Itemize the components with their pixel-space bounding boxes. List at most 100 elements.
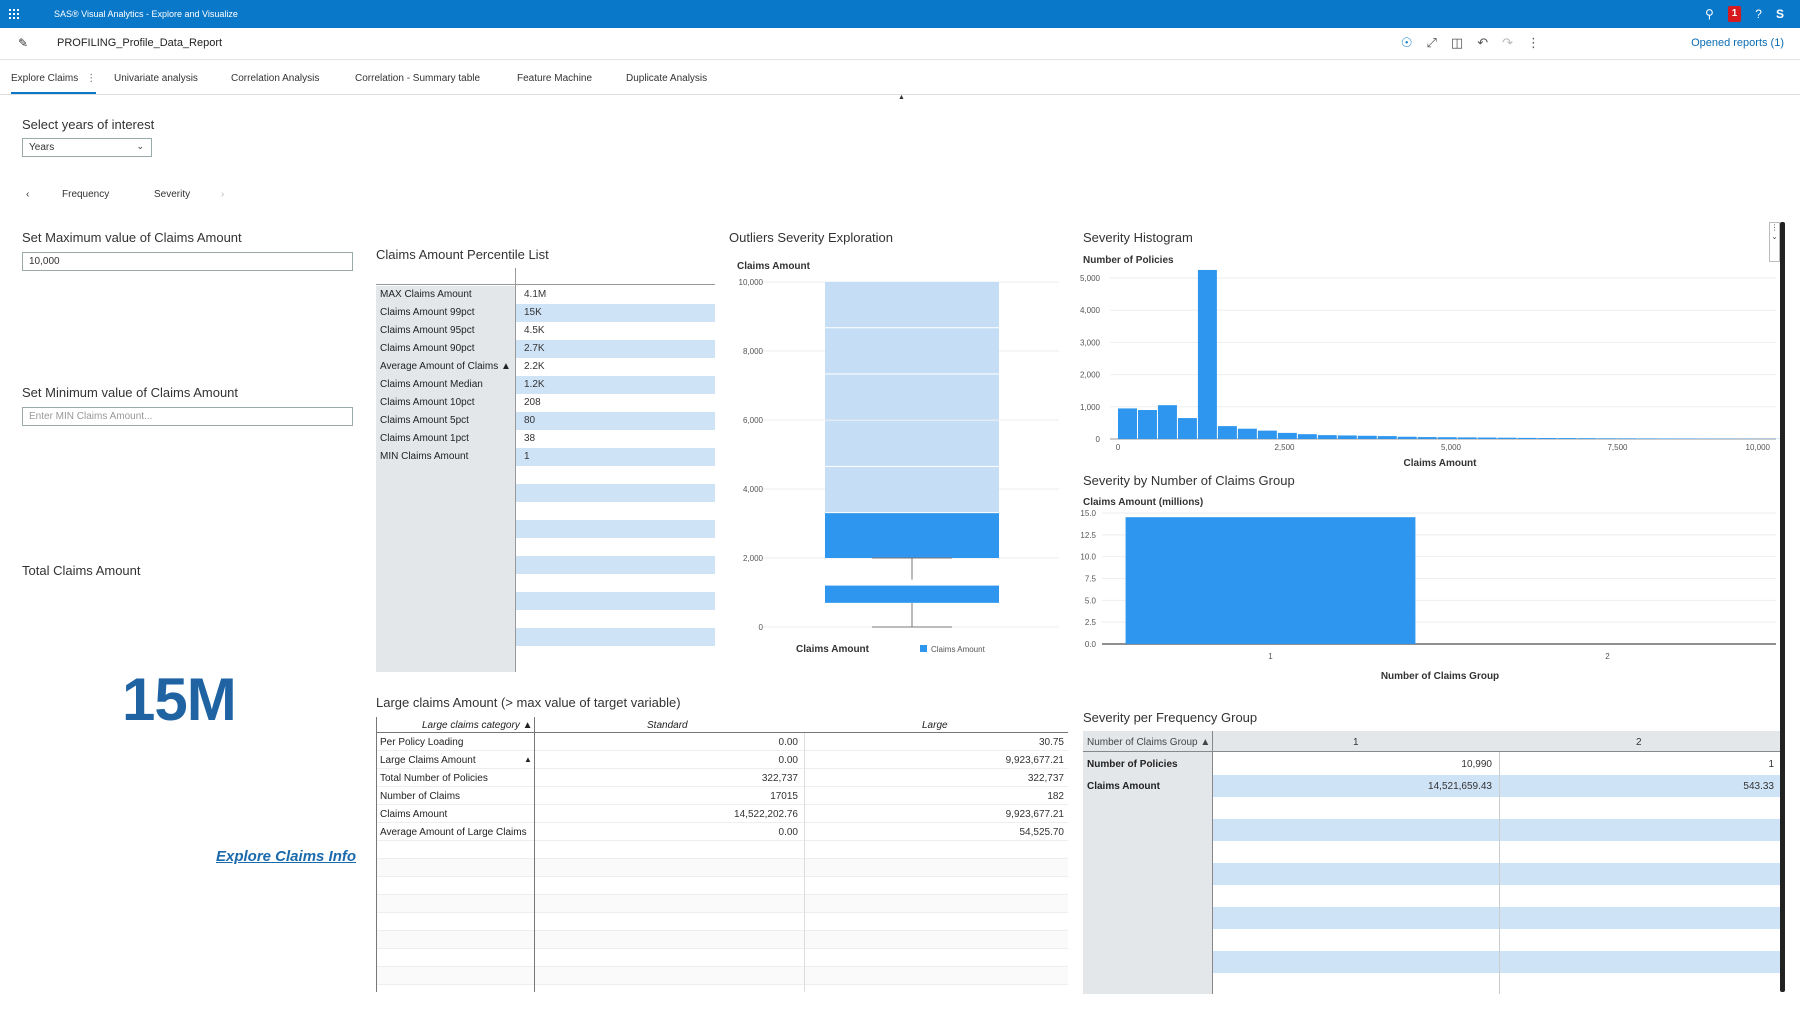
table-row: Claims Amount 10pct 208 xyxy=(376,394,715,412)
outlier-band xyxy=(825,282,999,328)
user-avatar[interactable]: S xyxy=(1775,7,1784,21)
table-row xyxy=(1212,819,1780,841)
standard-value: 14,522,202.76 xyxy=(734,809,798,820)
histogram-bar xyxy=(1477,437,1497,439)
row-label: Number of Policies xyxy=(1087,759,1178,770)
large-claims-category-header[interactable]: Large claims category ▲ xyxy=(422,720,533,731)
group-bar xyxy=(1125,517,1416,644)
help-icon[interactable]: ? xyxy=(1755,7,1762,21)
percentile-label: Claims Amount 10pct xyxy=(380,397,475,408)
standard-value: 0.00 xyxy=(778,737,798,748)
layout-icon[interactable]: ◫ xyxy=(1450,35,1464,50)
more-options-icon[interactable]: ⋮ xyxy=(1527,35,1540,50)
large-value: 322,737 xyxy=(1027,773,1064,784)
boxplot-title: Outliers Severity Exploration xyxy=(729,230,894,245)
table-row xyxy=(376,913,1068,931)
undo-icon[interactable]: ↶ xyxy=(1477,35,1489,50)
histogram-bar xyxy=(1617,438,1637,439)
y-tick-label: 4,000 xyxy=(743,485,764,494)
min-claims-input[interactable]: Enter MIN Claims Amount... xyxy=(22,407,353,426)
group-header[interactable]: Number of Claims Group ▲ xyxy=(1087,737,1211,748)
right-pane-toggle[interactable]: ⋮ ⌄ xyxy=(1769,222,1780,262)
histogram-bar xyxy=(1497,437,1517,439)
percentile-list-table: MAX Claims Amount 4.1M Claims Amount 99pct… xyxy=(376,268,715,672)
group-chart-ylabel: Claims Amount (millions) xyxy=(1083,497,1203,508)
explore-claims-info-link[interactable]: Explore Claims Info xyxy=(216,848,357,865)
search-icon[interactable]: ⚲ xyxy=(1704,7,1714,21)
y-tick-label: 1,000 xyxy=(1080,403,1101,412)
min-claims-label: Set Minimum value of Claims Amount xyxy=(22,385,239,400)
group-2-value: 543.33 xyxy=(1743,781,1774,792)
percentile-value: 4.5K xyxy=(524,325,545,336)
table-row xyxy=(1212,775,1780,797)
table-row: Claims Amount 5pct 80 xyxy=(376,412,715,430)
group-1-value: 10,990 xyxy=(1461,759,1492,770)
standard-value: 322,737 xyxy=(761,773,798,784)
nav-next-button[interactable]: › xyxy=(221,189,225,200)
boxplot-xlabel: Claims Amount xyxy=(796,644,870,655)
table-row: Claims Amount 1pct 38 xyxy=(376,430,715,448)
share-icon[interactable]: ☉ xyxy=(1400,35,1413,50)
histogram-bar xyxy=(1577,438,1597,439)
large-header[interactable]: Large xyxy=(922,720,948,731)
standard-header[interactable]: Standard xyxy=(647,720,688,731)
tab-explore-claims[interactable]: Explore Claims ⋮ xyxy=(11,73,97,94)
histogram-bar xyxy=(1557,438,1577,439)
tab-correlation-summary[interactable]: Correlation - Summary table xyxy=(355,73,481,84)
histogram-bar xyxy=(1217,426,1237,439)
table-row: Average Amount of Large Claims 0.00 54,525… xyxy=(376,823,1068,841)
percentile-label: Claims Amount 5pct xyxy=(380,415,469,426)
table-row: Claims Amount 90pct 2.7K xyxy=(376,340,715,358)
row-label: Claims Amount xyxy=(380,809,448,820)
edit-pencil-icon[interactable]: ✎ xyxy=(18,36,29,50)
tab-univariate-analysis[interactable]: Univariate analysis xyxy=(114,73,198,84)
histogram-bar xyxy=(1437,437,1457,439)
tab-feature-machine[interactable]: Feature Machine xyxy=(517,73,593,84)
large-value: 30.75 xyxy=(1038,737,1064,748)
page-scrollbar[interactable] xyxy=(1780,222,1785,992)
sort-asc-icon[interactable]: ▲ xyxy=(524,755,532,764)
legend-swatch xyxy=(920,645,927,652)
report-title: PROFILING_Profile_Data_Report xyxy=(57,37,223,49)
group-chart-xlabel: Number of Claims Group xyxy=(1381,671,1499,682)
freq-table: Number of Policies 10,990 1 Claims Amount 14… xyxy=(1083,731,1780,994)
group-col-1-header[interactable]: 1 xyxy=(1353,737,1359,748)
table-row: Claims Amount 14,522,202.76 9,923,677.21 xyxy=(376,805,1068,823)
outlier-band xyxy=(825,374,999,420)
group-col-2-header[interactable]: 2 xyxy=(1636,737,1642,748)
app-title: SAS® Visual Analytics - Explore and Visu… xyxy=(54,9,238,19)
nav-prev-button[interactable]: ‹ xyxy=(26,189,30,200)
years-dropdown[interactable]: Years ⌄ xyxy=(22,138,152,157)
row-label: Total Number of Policies xyxy=(380,773,488,784)
apps-grid-icon[interactable] xyxy=(9,9,20,20)
max-claims-input[interactable]: 10,000 xyxy=(22,252,353,271)
y-tick-label: 10,000 xyxy=(739,278,764,287)
percentile-list-title: Claims Amount Percentile List xyxy=(376,247,549,262)
histogram-chart: Number of Policies 5,000 4,000 3,000 2,000 1… xyxy=(1080,255,1780,469)
x-tick-label: 2 xyxy=(1605,652,1610,661)
nav-item-severity[interactable]: Severity xyxy=(154,189,191,200)
nav-item-frequency[interactable]: Frequency xyxy=(62,189,110,200)
tab-duplicate-analysis[interactable]: Duplicate Analysis xyxy=(626,73,708,84)
expand-icon[interactable]: ⤢ xyxy=(1426,35,1437,50)
table-row xyxy=(376,895,1068,913)
redo-icon[interactable]: ↷ xyxy=(1502,35,1513,50)
histogram-bar xyxy=(1257,430,1277,439)
tab-menu-icon[interactable]: ⋮ xyxy=(86,73,97,84)
percentile-value: 1.2K xyxy=(524,379,545,390)
tab-label: Explore Claims xyxy=(11,73,79,84)
row-label: Large Claims Amount xyxy=(380,755,476,766)
table-row: Number of Claims 17015 182 xyxy=(376,787,1068,805)
percentile-value: 80 xyxy=(524,415,536,426)
alerts-badge[interactable]: 1 xyxy=(1727,6,1742,22)
collapse-caret-icon[interactable]: ▲ xyxy=(898,94,905,101)
opened-reports-link[interactable]: Opened reports (1) xyxy=(1691,37,1784,49)
app-header: SAS® Visual Analytics - Explore and Visu… xyxy=(0,0,1800,28)
table-row: MIN Claims Amount 1 xyxy=(376,448,715,466)
y-tick-label: 7.5 xyxy=(1085,575,1097,584)
x-tick-label: 10,000 xyxy=(1746,443,1771,452)
y-tick-label: 3,000 xyxy=(1080,338,1101,347)
tab-correlation-analysis[interactable]: Correlation Analysis xyxy=(231,73,320,84)
table-row: Average Amount of Claims ▲ 2.2K xyxy=(376,358,715,376)
group-bar-chart: Claims Amount (millions) 15.012.510.07.5… xyxy=(1080,497,1776,682)
